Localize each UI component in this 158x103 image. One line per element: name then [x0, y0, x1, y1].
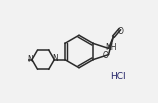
Text: NH: NH: [105, 43, 117, 52]
Text: N: N: [27, 55, 33, 64]
Text: N: N: [53, 54, 58, 63]
Text: HCl: HCl: [110, 72, 125, 81]
Text: O: O: [103, 51, 109, 60]
Text: O: O: [117, 27, 123, 36]
